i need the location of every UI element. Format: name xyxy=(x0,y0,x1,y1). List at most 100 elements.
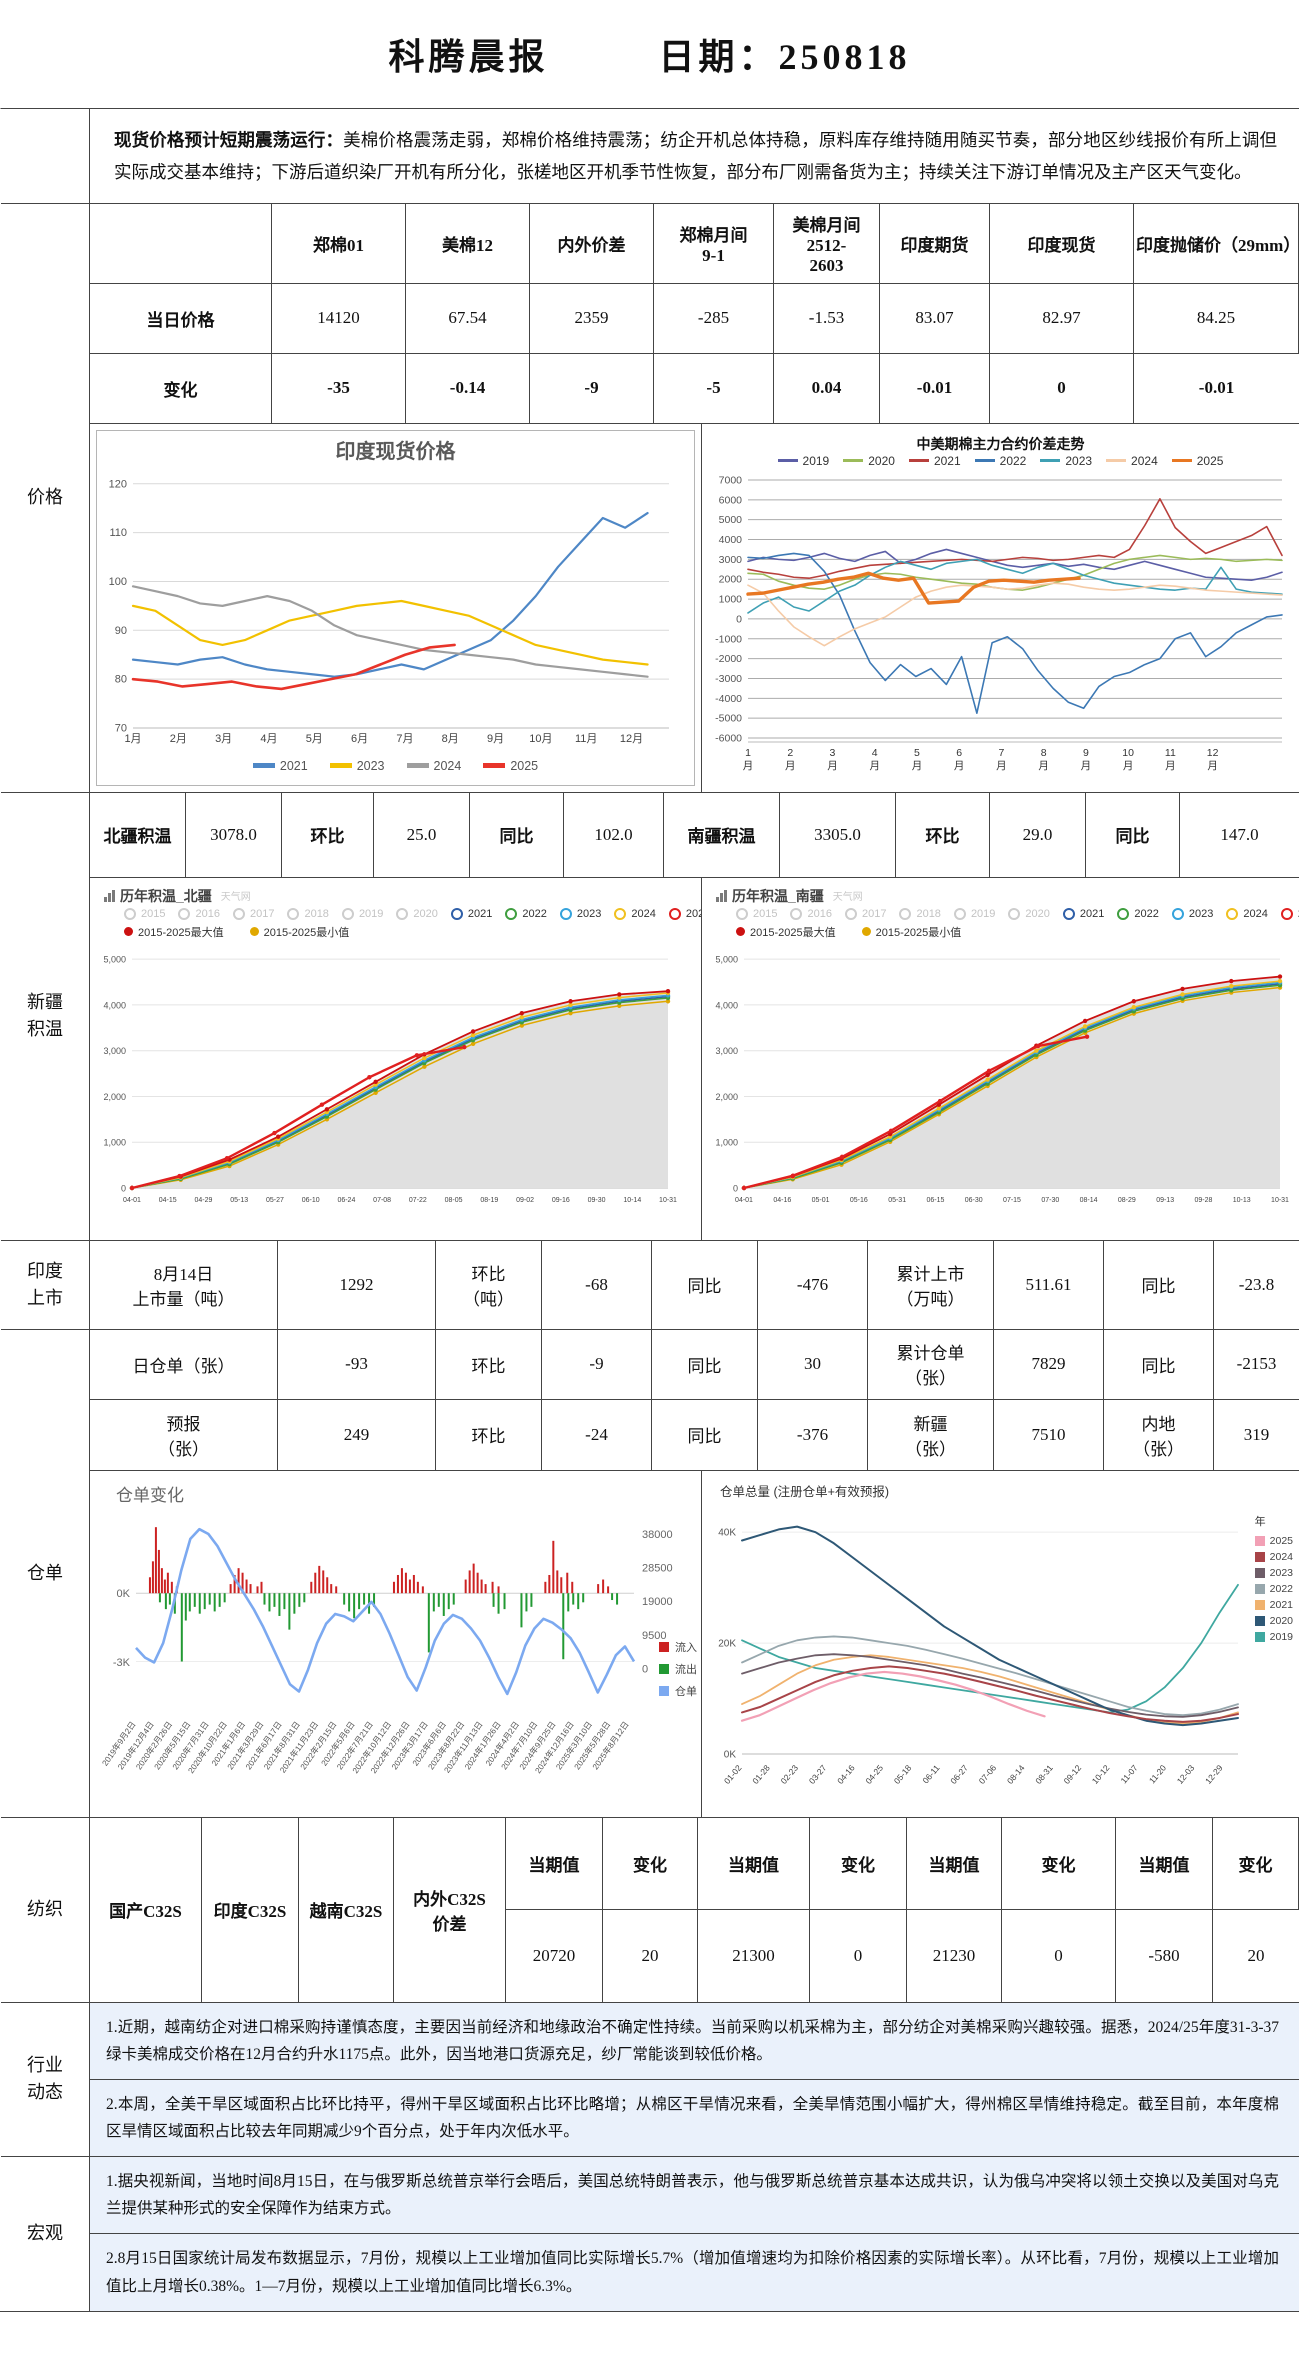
svg-text:09-28: 09-28 xyxy=(1194,1197,1212,1204)
fangzhi-header: 当期值 xyxy=(1116,1817,1213,1910)
svg-text:07-08: 07-08 xyxy=(373,1197,391,1204)
cangdan-cell: -2153 xyxy=(1214,1330,1299,1400)
cangdan-charts-row: 仓单变化 0K -3K 38000 28500 19000 9500 0 2019年9月2日 2… xyxy=(90,1469,1299,1817)
svg-text:07-06: 07-06 xyxy=(977,1762,999,1785)
chart-title: 仓单变化 xyxy=(116,1485,184,1505)
price-value: -1.53 xyxy=(774,283,880,354)
svg-text:10: 10 xyxy=(1122,747,1134,759)
svg-text:月: 月 xyxy=(954,760,965,772)
svg-text:5,000: 5,000 xyxy=(715,954,738,964)
fangzhi-name: 越南C32S xyxy=(299,1817,394,2002)
cangdan-cell: 249 xyxy=(278,1399,436,1470)
legend-title: 年 xyxy=(1254,1515,1266,1528)
legend-ring-marker xyxy=(450,907,463,920)
svg-text:80: 80 xyxy=(115,673,127,685)
price-change: 0.04 xyxy=(774,353,880,424)
india-section-label: 印度上市 xyxy=(1,1240,90,1329)
section-india: 印度上市 8月14日 上市量（吨） 1292 环比 （吨） -68 同比 -47… xyxy=(1,1240,1299,1330)
svg-text:1,000: 1,000 xyxy=(103,1137,126,1147)
svg-text:9: 9 xyxy=(1083,747,1089,759)
legend-ring-marker xyxy=(953,907,966,920)
cangdan-cell: 预报 （张） xyxy=(90,1399,278,1470)
svg-text:03-27: 03-27 xyxy=(807,1762,829,1785)
summary-text: 美棉价格震荡走弱，郑棉价格维持震荡；纺企开机总体持稳，原料库存维持随用随买节奏，… xyxy=(114,130,1278,182)
cangdan-cell: 30 xyxy=(758,1329,868,1400)
cangdan-section-label: 仓单 xyxy=(1,1329,90,1817)
price-value: 83.07 xyxy=(880,283,990,354)
svg-text:4: 4 xyxy=(872,747,878,759)
cangdan-cell: -376 xyxy=(758,1399,868,1470)
svg-text:05-16: 05-16 xyxy=(850,1197,868,1204)
industry-item: 1.近期，越南纺企对进口棉采购持谨慎态度，主要因当前经济和地缘政治不确定性持续。… xyxy=(90,2002,1299,2080)
india-cell: 511.61 xyxy=(994,1240,1104,1329)
svg-text:8: 8 xyxy=(1041,747,1047,759)
svg-text:7月: 7月 xyxy=(396,733,413,745)
legend-square-marker xyxy=(1254,1599,1265,1610)
svg-text:120: 120 xyxy=(109,478,127,490)
fangzhi-value: -580 xyxy=(1116,1909,1213,2002)
svg-text:06-15: 06-15 xyxy=(926,1197,944,1204)
legend-square-marker xyxy=(1254,1535,1265,1546)
legend-square-marker xyxy=(1254,1583,1265,1594)
svg-text:-3K: -3K xyxy=(113,1657,131,1669)
legend-ring-marker xyxy=(559,907,572,920)
svg-text:04-25: 04-25 xyxy=(863,1762,885,1785)
legend-dot-marker xyxy=(124,927,133,937)
legend-square-marker xyxy=(659,1685,669,1696)
price-section-label: 价格 xyxy=(1,203,90,792)
svg-text:07-22: 07-22 xyxy=(409,1197,427,1204)
legend-line-marker xyxy=(252,763,275,769)
legend-line-marker xyxy=(483,763,506,769)
svg-text:09-12: 09-12 xyxy=(1062,1762,1084,1785)
price-change: -0.14 xyxy=(406,353,530,424)
svg-text:06-30: 06-30 xyxy=(965,1197,983,1204)
cangdan-total-chart: 仓单总量 (注册仓单+有效预报) 0K 20K 40K 01-02 01-28 02-23… xyxy=(702,1471,1299,1817)
legend-ring-marker xyxy=(505,907,518,920)
jiwen-south-plot: 0 1,000 2,000 3,000 4,000 5,000 04-01 04-16 05-0… xyxy=(715,954,1289,1204)
svg-text:06-24: 06-24 xyxy=(337,1197,355,1204)
svg-text:-6000: -6000 xyxy=(715,732,742,744)
fangzhi-header: 变化 xyxy=(1213,1817,1299,1910)
svg-text:05-18: 05-18 xyxy=(892,1762,914,1785)
svg-text:月: 月 xyxy=(1207,760,1218,772)
report-header: 科腾晨报 日期：250818 xyxy=(0,0,1299,108)
svg-text:月: 月 xyxy=(996,760,1007,772)
svg-text:02-23: 02-23 xyxy=(778,1762,800,1785)
svg-text:月: 月 xyxy=(743,760,754,772)
svg-text:11-20: 11-20 xyxy=(1147,1762,1168,1785)
cangdan-cell: 7510 xyxy=(994,1399,1104,1470)
legend-square-marker xyxy=(659,1663,669,1674)
fangzhi-name: 国产C32S xyxy=(90,1817,202,2002)
legend-ring-marker xyxy=(1008,907,1021,920)
jiwen-cell: 147.0 xyxy=(1220,824,1259,844)
fangzhi-value: 20 xyxy=(1247,1945,1265,1965)
legend-line-marker xyxy=(1106,459,1127,463)
india-cell: -476 xyxy=(758,1240,868,1329)
fangzhi-name: 印度C32S xyxy=(202,1817,299,2002)
svg-text:月: 月 xyxy=(1123,760,1134,772)
svg-text:06-27: 06-27 xyxy=(948,1762,970,1785)
chart-title: 仓单总量 (注册仓单+有效预报) xyxy=(720,1484,890,1499)
svg-text:1000: 1000 xyxy=(719,593,743,605)
price-charts-row: 印度现货价格 70 80 90 100 110 120 1月 2月 3月 4月 5月 6月 7月 8月 9月… xyxy=(90,423,1299,792)
chart-title: 历年积温_南疆 xyxy=(732,887,824,904)
cangdan-change-plot: 0K-3K380002850019000950002019年9月2日2019年1… xyxy=(100,1526,673,1775)
price-col-header: 内外价差 xyxy=(530,203,654,284)
svg-text:1,000: 1,000 xyxy=(715,1137,738,1147)
cangdan-cell: -9 xyxy=(542,1329,652,1400)
legend-ring-marker xyxy=(1280,907,1293,920)
svg-text:09-13: 09-13 xyxy=(1156,1197,1174,1204)
legend-line-marker xyxy=(777,459,798,463)
svg-text:04-29: 04-29 xyxy=(195,1197,213,1204)
legend-ring-marker xyxy=(232,907,245,920)
price-change: -0.01 xyxy=(880,353,990,424)
price-change: -9 xyxy=(530,353,654,424)
legend-ring-marker xyxy=(1226,907,1239,920)
legend-line-marker xyxy=(1171,459,1192,463)
jiwen-cell: 同比 xyxy=(470,792,564,877)
svg-text:11: 11 xyxy=(1165,747,1176,759)
svg-text:3月: 3月 xyxy=(215,733,232,745)
svg-text:28500: 28500 xyxy=(642,1562,673,1574)
legend-line-marker xyxy=(1040,459,1061,463)
svg-text:08-31: 08-31 xyxy=(1033,1762,1055,1785)
